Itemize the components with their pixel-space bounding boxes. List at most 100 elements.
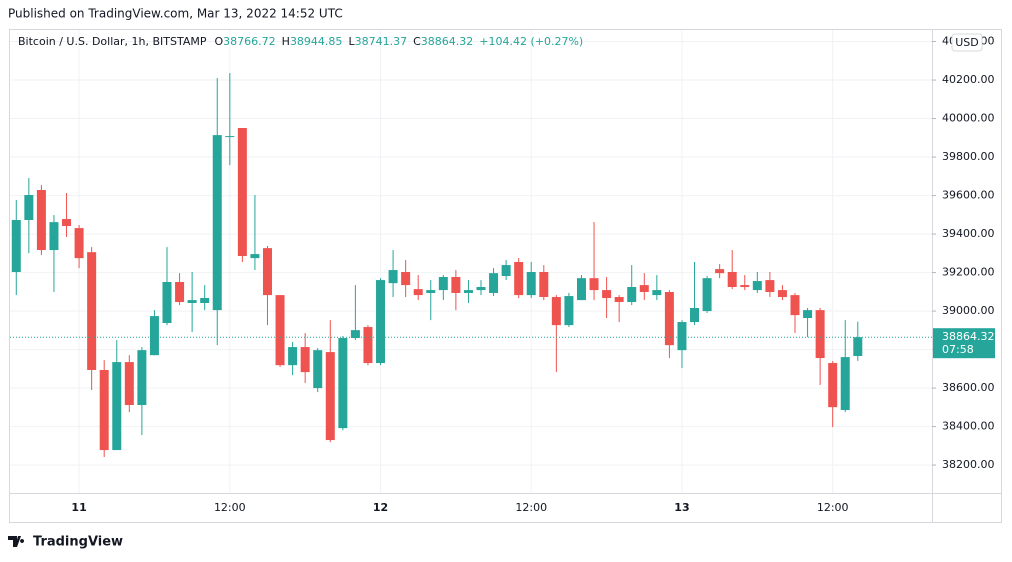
ohlc-label: O <box>214 35 223 48</box>
ohlc-label: L <box>348 35 355 48</box>
candle-body <box>62 219 72 226</box>
candle-body <box>237 127 247 257</box>
candle-body <box>639 285 649 293</box>
candle-body <box>853 337 863 356</box>
candle-body <box>765 280 775 293</box>
y-tick-label: 40200.00 <box>942 73 995 86</box>
candle-body <box>149 316 159 356</box>
candle-body <box>551 297 561 326</box>
y-tick-label: 39000.00 <box>942 304 995 317</box>
legend: Bitcoin / U.S. Dollar, 1h, BITSTAMP O 387… <box>18 35 583 48</box>
candle-body <box>212 135 222 311</box>
candle-body <box>790 295 800 316</box>
countdown: 07:58 <box>942 343 974 356</box>
candle-body <box>225 136 235 138</box>
symbol: Bitcoin / U.S. Dollar, 1h, BITSTAMP <box>18 35 207 48</box>
candle-body <box>526 271 536 296</box>
candles <box>10 73 932 457</box>
brand: TradingView <box>8 535 123 550</box>
candle-body <box>99 369 109 451</box>
candle-body <box>803 310 813 319</box>
candle-body <box>325 352 335 441</box>
last-price-badge <box>933 328 995 359</box>
x-tick-label: 12:00 <box>817 501 849 514</box>
candle-body <box>840 357 850 411</box>
candle-body <box>690 307 700 323</box>
ohlc-value: 38864.32 <box>421 35 474 48</box>
candle-body <box>514 261 524 296</box>
candle-body <box>438 276 448 291</box>
candle-body <box>363 327 373 364</box>
x-tick-label: 12 <box>373 501 388 514</box>
brand-name: TradingView <box>33 535 123 550</box>
candle-body <box>87 252 97 370</box>
candle-body <box>187 300 197 303</box>
candle-body <box>539 271 549 298</box>
x-tick-label: 12:00 <box>515 501 547 514</box>
ohlc-value: 38944.85 <box>290 35 343 48</box>
candle-body <box>250 254 260 259</box>
candle-body <box>664 292 674 346</box>
change: +104.42 (+0.27%) <box>479 35 583 48</box>
candle-body <box>313 350 323 389</box>
published-note: Published on TradingView.com, Mar 13, 20… <box>8 7 343 21</box>
candle-body <box>501 265 511 277</box>
candle-body <box>49 222 59 251</box>
candle-body <box>828 363 838 408</box>
candle-body <box>752 281 762 291</box>
candle-body <box>137 350 147 406</box>
candle-body <box>275 295 285 366</box>
candle-body <box>589 278 599 291</box>
candle-body <box>288 347 298 366</box>
candle-body <box>11 220 21 272</box>
x-tick-label: 11 <box>71 501 86 514</box>
candle-body <box>777 290 787 298</box>
candle-body <box>489 273 499 293</box>
currency-badge <box>951 33 983 52</box>
candle-body <box>401 271 411 286</box>
candle-body <box>200 297 210 303</box>
y-tick-label: 40000.00 <box>942 112 995 125</box>
x-tick-label: 13 <box>674 501 689 514</box>
candle-body <box>426 290 436 293</box>
ohlc-label: C <box>413 35 421 48</box>
candle-body <box>614 297 624 303</box>
candle-body <box>300 347 310 373</box>
y-tick-label: 38400.00 <box>942 420 995 433</box>
currency: USD <box>955 36 979 49</box>
candle-body <box>627 287 637 303</box>
candle-body <box>463 290 473 293</box>
candle-body <box>451 276 461 293</box>
candle-body <box>602 290 612 298</box>
y-tick-label: 39800.00 <box>942 150 995 163</box>
candle-body <box>74 228 84 259</box>
candle-body <box>350 330 360 339</box>
candle-body <box>112 362 122 451</box>
y-tick-label: 38200.00 <box>942 458 995 471</box>
y-tick-label: 39200.00 <box>942 266 995 279</box>
last-price-label: 38864.32 <box>942 330 995 343</box>
candle-body <box>740 285 750 288</box>
candle-body <box>476 287 486 291</box>
candle-body <box>702 278 712 312</box>
ohlc-value: 38741.37 <box>355 35 408 48</box>
ohlc-value: 38766.72 <box>223 35 276 48</box>
y-tick-label: 39400.00 <box>942 227 995 240</box>
candle-body <box>677 322 687 351</box>
candle-body <box>576 278 586 301</box>
brand-logo <box>8 536 25 547</box>
candle-body <box>652 290 662 296</box>
x-tick-label: 12:00 <box>214 501 246 514</box>
ohlc-label: H <box>282 35 290 48</box>
candle-body <box>376 280 386 364</box>
candle-body <box>262 248 272 296</box>
candle-body <box>36 189 46 251</box>
candle-body <box>24 194 34 221</box>
candle-body <box>162 282 172 324</box>
candle-body <box>124 362 134 406</box>
y-tick-label: 39600.00 <box>942 189 995 202</box>
candle-body <box>715 269 725 274</box>
candle-body <box>815 310 825 359</box>
candle-body <box>413 289 423 296</box>
